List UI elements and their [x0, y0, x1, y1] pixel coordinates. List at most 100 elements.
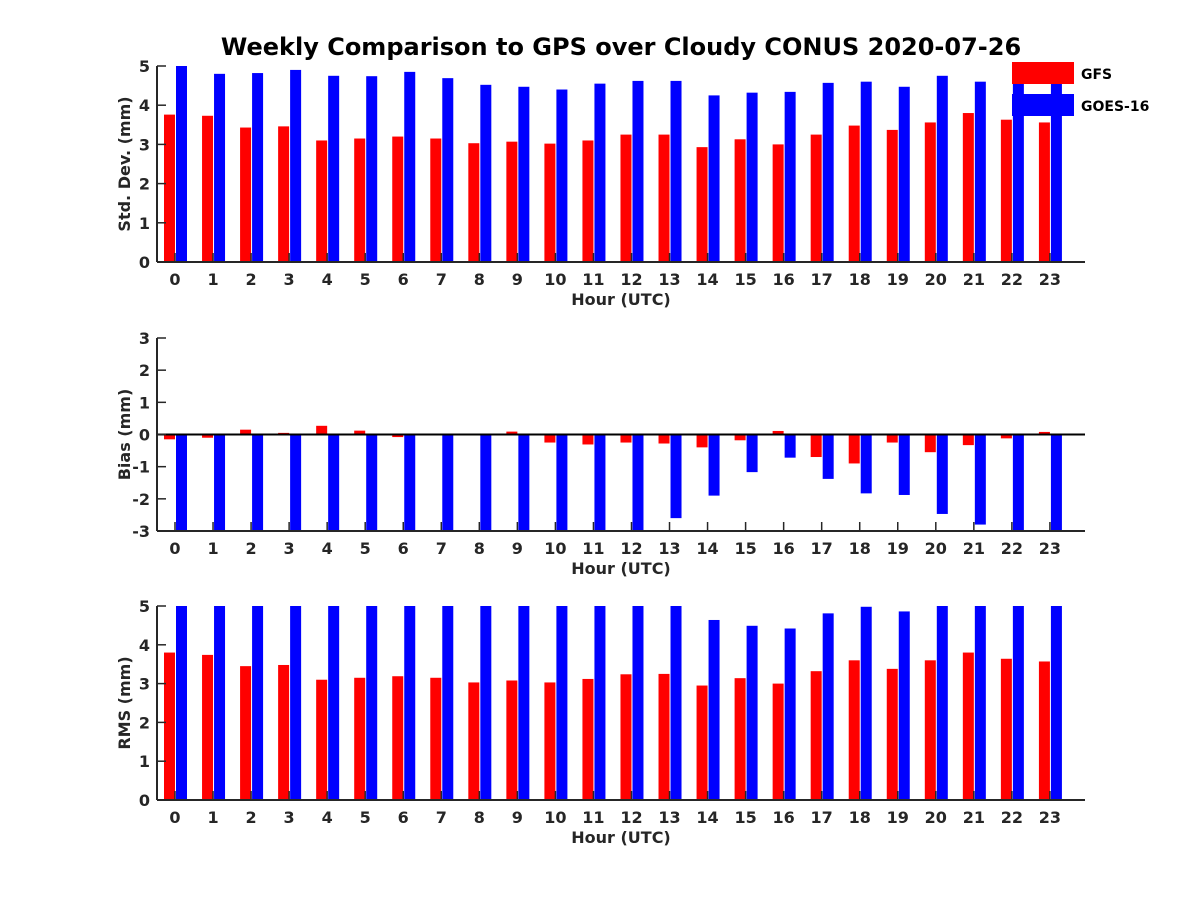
bar-bias-goes-16-7 — [442, 434, 454, 531]
bar-rms-goes-16-7 — [442, 606, 454, 800]
x-tick-label: 8 — [474, 539, 485, 558]
bar-bias-goes-16-21 — [974, 434, 986, 525]
bar-stddev-goes-16-12 — [632, 80, 644, 263]
bar-bias-goes-16-4 — [328, 434, 340, 531]
bar-rms-gfs-16 — [772, 683, 784, 800]
bar-rms-gfs-5 — [354, 677, 366, 800]
x-tick-label: 12 — [620, 808, 642, 827]
bar-stddev-gfs-18 — [848, 125, 860, 262]
x-tick-label: 14 — [696, 270, 718, 289]
y-tick-label: -1 — [132, 458, 150, 477]
bar-rms-gfs-19 — [886, 668, 898, 800]
x-tick-label: 22 — [1001, 270, 1023, 289]
bar-stddev-goes-16-9 — [518, 86, 530, 262]
bar-rms-goes-16-11 — [594, 606, 606, 800]
bar-bias-gfs-12 — [620, 434, 632, 443]
x-tick-label: 8 — [474, 270, 485, 289]
bar-rms-goes-16-4 — [328, 606, 340, 800]
bar-rms-goes-16-22 — [1012, 606, 1024, 800]
x-tick-label: 1 — [207, 270, 218, 289]
x-tick-label: 14 — [696, 539, 718, 558]
bar-stddev-gfs-11 — [582, 140, 594, 262]
y-tick-label: 0 — [139, 791, 150, 810]
x-tick-label: 18 — [849, 539, 871, 558]
x-tick-label: 20 — [925, 270, 947, 289]
y-tick-label: 5 — [139, 57, 150, 76]
bar-stddev-gfs-16 — [772, 144, 784, 262]
bar-stddev-goes-16-3 — [290, 69, 302, 262]
x-tick-label: 3 — [284, 539, 295, 558]
bar-rms-gfs-18 — [848, 660, 860, 800]
bar-bias-gfs-20 — [924, 434, 936, 453]
x-tick-label: 10 — [544, 270, 566, 289]
bar-rms-goes-16-19 — [898, 611, 910, 800]
x-tick-label: 21 — [963, 808, 985, 827]
bar-stddev-gfs-23 — [1038, 122, 1050, 262]
bar-rms-gfs-8 — [468, 682, 480, 800]
bar-stddev-goes-16-18 — [860, 81, 872, 263]
bar-stddev-goes-16-17 — [822, 82, 834, 262]
bar-stddev-gfs-12 — [620, 134, 632, 262]
bar-bias-gfs-2 — [240, 429, 252, 435]
bar-stddev-goes-16-11 — [594, 83, 606, 262]
y-tick-label: -2 — [132, 490, 150, 509]
bar-stddev-gfs-15 — [734, 139, 746, 262]
x-axis-label-stddev: Hour (UTC) — [571, 290, 671, 309]
bar-stddev-goes-16-16 — [784, 91, 796, 263]
x-tick-label: 3 — [284, 808, 295, 827]
x-tick-label: 18 — [849, 270, 871, 289]
y-tick-label: 1 — [139, 752, 150, 771]
bar-stddev-goes-16-10 — [556, 89, 568, 263]
x-tick-label: 13 — [658, 270, 680, 289]
x-tick-label: 7 — [436, 808, 447, 827]
bar-rms-goes-16-21 — [974, 606, 986, 800]
bar-stddev-goes-16-2 — [252, 73, 264, 262]
bar-rms-goes-16-10 — [556, 606, 568, 800]
bar-stddev-goes-16-19 — [898, 86, 910, 262]
x-axis-label-bias: Hour (UTC) — [571, 559, 671, 578]
bar-rms-goes-16-12 — [632, 606, 644, 800]
x-tick-label: 5 — [360, 539, 371, 558]
x-tick-label: 11 — [582, 808, 604, 827]
bar-stddev-gfs-19 — [886, 129, 898, 262]
bar-bias-goes-16-5 — [366, 434, 378, 531]
bar-rms-gfs-11 — [582, 678, 594, 800]
bar-stddev-gfs-17 — [810, 134, 822, 262]
bar-bias-gfs-13 — [658, 434, 670, 444]
y-tick-label: 3 — [139, 329, 150, 348]
x-tick-label: 6 — [398, 539, 409, 558]
bar-rms-goes-16-16 — [784, 628, 796, 800]
y-tick-label: 2 — [139, 713, 150, 732]
bar-stddev-goes-16-20 — [936, 75, 948, 262]
x-axis-label-rms: Hour (UTC) — [571, 828, 671, 847]
x-tick-label: 4 — [322, 539, 333, 558]
y-tick-label: 5 — [139, 597, 150, 616]
x-tick-label: 7 — [436, 270, 447, 289]
bar-stddev-gfs-21 — [962, 113, 974, 262]
chart-title: Weekly Comparison to GPS over Cloudy CON… — [221, 33, 1021, 61]
x-tick-label: 1 — [207, 808, 218, 827]
bar-stddev-gfs-1 — [202, 115, 214, 262]
x-tick-label: 18 — [849, 808, 871, 827]
x-tick-label: 0 — [169, 270, 180, 289]
x-tick-label: 11 — [582, 539, 604, 558]
bar-rms-goes-16-13 — [670, 606, 682, 800]
x-tick-label: 16 — [773, 270, 795, 289]
x-tick-label: 10 — [544, 539, 566, 558]
bar-rms-gfs-21 — [962, 652, 974, 800]
bar-bias-gfs-11 — [582, 434, 594, 445]
x-tick-label: 15 — [734, 270, 756, 289]
bar-bias-goes-16-23 — [1050, 434, 1062, 531]
bar-bias-goes-16-19 — [898, 434, 910, 495]
x-tick-label: 17 — [811, 270, 833, 289]
x-tick-label: 19 — [887, 808, 909, 827]
x-tick-label: 8 — [474, 808, 485, 827]
bar-stddev-gfs-4 — [316, 140, 328, 262]
bar-bias-goes-16-8 — [480, 434, 492, 531]
bar-stddev-goes-16-7 — [442, 78, 454, 263]
x-tick-label: 4 — [322, 270, 333, 289]
bar-rms-goes-16-0 — [176, 606, 187, 800]
bar-stddev-goes-16-13 — [670, 80, 682, 263]
bar-rms-goes-16-6 — [404, 606, 416, 800]
